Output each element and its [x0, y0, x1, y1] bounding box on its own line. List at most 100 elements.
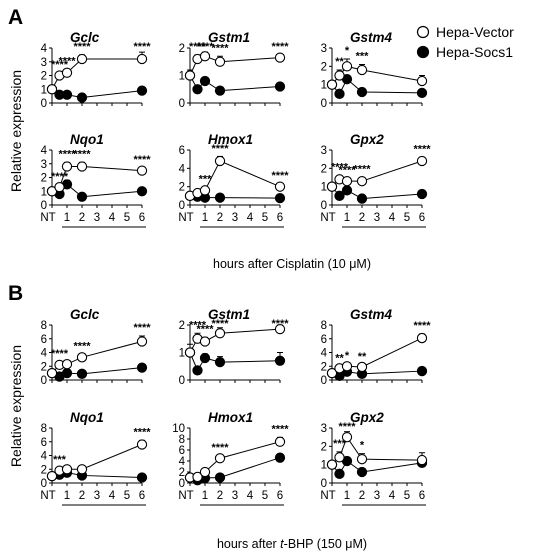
x-tick-label: 4 — [389, 212, 396, 224]
significance-label: **** — [211, 42, 229, 54]
series-hepa-socs1 — [326, 181, 428, 204]
data-point — [136, 165, 148, 176]
x-tick-label: 5 — [404, 490, 410, 502]
subplot-title: Gpx2 — [350, 132, 384, 147]
data-point — [136, 53, 148, 65]
x-tick-label: 4 — [389, 490, 396, 502]
x-tick-label: 3 — [94, 212, 100, 224]
significance-label: **** — [196, 41, 214, 53]
data-point — [192, 365, 203, 376]
data-point — [46, 470, 58, 482]
panel-label-a: A — [8, 6, 23, 29]
significance-label: **** — [211, 143, 229, 155]
data-point — [326, 79, 338, 90]
data-point — [76, 161, 88, 172]
data-point — [61, 89, 73, 100]
x-tick-label: 4 — [247, 212, 254, 224]
y-tick-label: 4 — [41, 451, 48, 463]
data-point — [61, 359, 73, 370]
x-tick-label: 3 — [374, 212, 380, 224]
data-point — [214, 472, 226, 483]
data-point — [274, 355, 286, 366]
significance-label: *** — [199, 174, 213, 186]
x-tick-label: NT — [320, 212, 335, 224]
data-point — [46, 84, 58, 95]
data-point — [356, 454, 368, 465]
subplot-title: Gclc — [70, 30, 100, 45]
y-tick-label: 0 — [321, 375, 327, 387]
data-point — [184, 347, 196, 358]
data-point — [199, 466, 211, 478]
series-hepa-socs1 — [184, 70, 286, 96]
series-hepa-vector — [184, 155, 286, 201]
significance-label: * — [345, 45, 350, 57]
x-tick-label: 4 — [247, 490, 254, 502]
significance-label: * — [345, 350, 350, 362]
y-tick-label: 4 — [179, 456, 186, 468]
x-tick-label: 6 — [419, 490, 425, 502]
data-point — [76, 464, 88, 475]
significance-label: **** — [413, 320, 431, 332]
y-tick-label: 4 — [41, 43, 48, 55]
y-tick-label: 0 — [321, 98, 327, 110]
data-point — [274, 192, 286, 204]
series-hepa-vector — [184, 323, 286, 358]
data-point — [274, 81, 286, 92]
data-point — [76, 191, 88, 202]
x-tick-label: 1 — [344, 212, 350, 224]
x-tick-label: 3 — [232, 212, 238, 224]
x-tick-label: 2 — [359, 490, 365, 502]
data-point — [76, 368, 88, 379]
significance-label: **** — [189, 319, 207, 331]
y-tick-label: 0 — [179, 478, 185, 490]
data-point — [76, 92, 88, 103]
data-point — [214, 56, 226, 67]
legend: Hepa-Vector Hepa-Socs1 — [416, 24, 514, 60]
data-point — [416, 87, 428, 99]
data-point — [334, 70, 345, 81]
x-tick-label: 2 — [79, 490, 85, 502]
x-tick-label: NT — [178, 490, 193, 502]
data-point — [416, 332, 428, 344]
x-tick-label: 5 — [124, 212, 130, 224]
y-tick-label: 0 — [179, 375, 185, 387]
significance-label: * — [360, 440, 365, 452]
y-tick-label: 3 — [321, 43, 327, 55]
data-point — [199, 75, 211, 87]
y-tick-label: 6 — [41, 437, 47, 449]
significance-label: **** — [133, 41, 151, 53]
x-tick-label: 5 — [124, 490, 130, 502]
data-point — [192, 84, 203, 95]
significance-label: **** — [196, 323, 214, 335]
subplot-title: Gstm1 — [208, 307, 250, 322]
y-tick-label: 0 — [41, 200, 47, 212]
data-point — [356, 64, 368, 76]
y-tick-label: 0 — [179, 200, 185, 212]
significance-label: **** — [271, 318, 289, 330]
significance-label: ** — [358, 351, 367, 363]
data-point — [136, 472, 148, 483]
y-tick-label: 3 — [321, 423, 327, 435]
y-tick-label: 3 — [41, 159, 47, 171]
y-tick-label: 2 — [41, 173, 47, 185]
data-point — [199, 51, 211, 62]
data-point — [274, 452, 286, 463]
data-point — [356, 193, 368, 204]
y-tick-label: 2 — [41, 464, 47, 476]
data-point — [274, 52, 286, 63]
x-tick-label: 3 — [232, 490, 238, 502]
y-tick-label: 0 — [41, 478, 47, 490]
x-tick-label: 5 — [262, 490, 268, 502]
y-tick-label: 0 — [41, 375, 47, 387]
x-tick-label: 5 — [262, 212, 268, 224]
significance-label: **** — [73, 148, 91, 160]
y-tick-label: 6 — [41, 334, 47, 346]
significance-label: **** — [189, 41, 207, 53]
y-tick-label: 6 — [179, 445, 185, 457]
data-point — [136, 362, 148, 373]
legend-label-vector: Hepa-Vector — [436, 24, 514, 40]
